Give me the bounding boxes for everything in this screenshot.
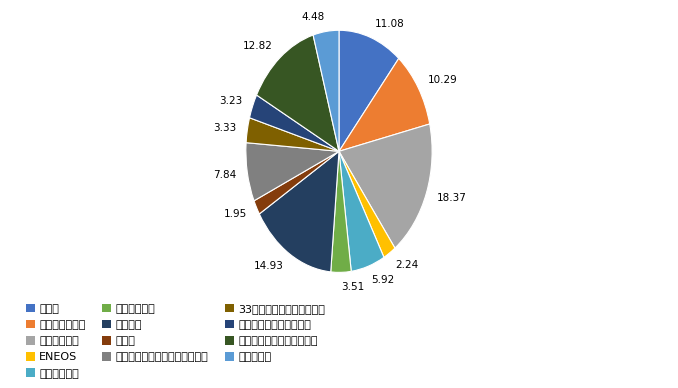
- Text: 7.84: 7.84: [213, 170, 237, 180]
- Wedge shape: [313, 30, 339, 151]
- Wedge shape: [339, 124, 432, 248]
- Text: 3.51: 3.51: [341, 282, 365, 292]
- Text: 4.48: 4.48: [301, 12, 324, 22]
- Wedge shape: [246, 118, 339, 151]
- Wedge shape: [339, 151, 384, 271]
- Text: 5.92: 5.92: [372, 275, 395, 285]
- Wedge shape: [256, 35, 339, 151]
- Wedge shape: [331, 151, 351, 272]
- Wedge shape: [254, 151, 339, 214]
- Wedge shape: [339, 59, 430, 151]
- Text: 14.93: 14.93: [254, 262, 284, 271]
- Wedge shape: [246, 143, 339, 201]
- Legend: 浅沼組, 日本たばこ産業, 武田薬品工業, ENEOS, 九州旅客鉄道, ソフトバンク, 三菱商事, ベリテ, みずほフィナンシャルグループ, 33フィナンシャ: 浅沼組, 日本たばこ産業, 武田薬品工業, ENEOS, 九州旅客鉄道, ソフト…: [26, 303, 325, 379]
- Text: 1.95: 1.95: [223, 209, 247, 219]
- Text: 11.08: 11.08: [374, 19, 404, 29]
- Wedge shape: [339, 151, 395, 257]
- Text: 18.37: 18.37: [437, 193, 467, 203]
- Text: 10.29: 10.29: [428, 75, 458, 85]
- Text: 3.33: 3.33: [213, 123, 237, 133]
- Wedge shape: [250, 95, 339, 151]
- Text: 2.24: 2.24: [396, 260, 419, 270]
- Text: 12.82: 12.82: [243, 41, 273, 51]
- Wedge shape: [259, 151, 339, 272]
- Wedge shape: [339, 30, 399, 151]
- Text: 3.23: 3.23: [219, 96, 242, 106]
